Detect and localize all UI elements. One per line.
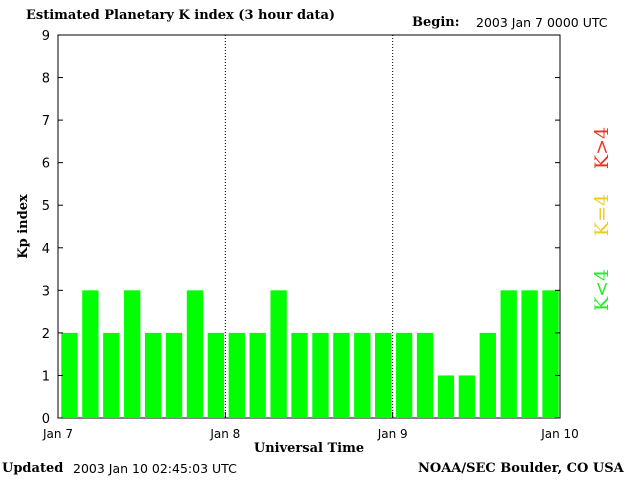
chart-title: Estimated Planetary K index (3 hour data…: [26, 8, 336, 23]
kp-bar: [249, 332, 266, 418]
y-tick-label: 1: [42, 369, 50, 384]
kp-bar: [270, 290, 287, 418]
kp-bar: [82, 290, 99, 418]
y-tick-label: 3: [42, 284, 50, 299]
x-tick-label: Jan 7: [42, 427, 73, 441]
kp-bar: [165, 332, 183, 418]
kp-bar: [61, 332, 78, 418]
source-credit: NOAA/SEC Boulder, CO USA: [418, 461, 624, 476]
x-axis-label: Universal Time: [254, 441, 364, 456]
kp-bar: [186, 290, 204, 418]
kp-bar: [354, 332, 371, 418]
begin-value: 2003 Jan 7 0000 UTC: [476, 15, 608, 30]
kp-bar: [542, 290, 559, 418]
kp-bar: [333, 332, 350, 418]
y-tick-label: 6: [42, 157, 50, 172]
y-tick-label: 9: [42, 29, 50, 44]
kp-bar: [521, 290, 538, 418]
legend-entry: K=4: [591, 194, 613, 236]
legend-entry: K>4: [591, 127, 613, 169]
kp-bar: [479, 332, 496, 418]
y-tick-label: 8: [42, 72, 50, 87]
y-tick-label: 4: [42, 242, 50, 257]
y-tick-label: 0: [42, 412, 50, 427]
kp-bar: [207, 332, 225, 418]
kp-bar: [291, 332, 308, 418]
kp-bar: [395, 332, 413, 418]
x-tick-label: Jan 9: [377, 427, 408, 441]
y-tick-label: 2: [42, 327, 50, 342]
y-tick-label: 5: [42, 199, 50, 214]
kp-bar: [437, 375, 455, 418]
kp-bar: [375, 332, 392, 418]
x-tick-label: Jan 10: [540, 427, 579, 441]
kp-bar: [416, 332, 434, 418]
begin-label: Begin:: [412, 15, 460, 30]
kp-bar: [228, 332, 245, 418]
updated-label: Updated: [2, 461, 64, 476]
plot-frame: [57, 34, 561, 419]
y-tick-label: 7: [42, 114, 50, 129]
kp-bar: [103, 332, 120, 418]
kp-bar: [458, 375, 476, 418]
y-axis-label: Kp index: [16, 194, 31, 259]
kp-bar: [124, 290, 141, 418]
legend-entry: K<4: [591, 269, 613, 311]
kp-bar: [312, 332, 329, 418]
x-tick-label: Jan 8: [209, 427, 240, 441]
kp-bar: [500, 290, 517, 418]
kp-bar: [144, 332, 162, 418]
updated-value: 2003 Jan 10 02:45:03 UTC: [73, 461, 237, 476]
